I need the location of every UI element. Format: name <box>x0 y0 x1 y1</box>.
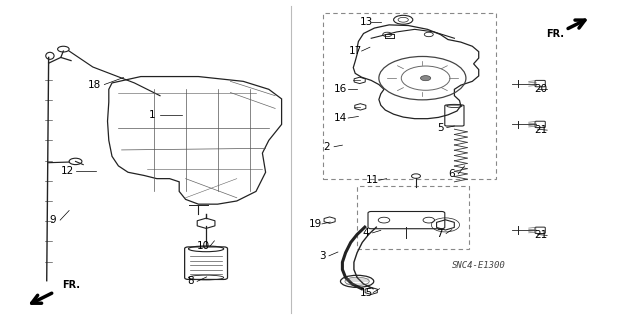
Text: 5: 5 <box>437 122 444 133</box>
Text: 2: 2 <box>323 142 330 152</box>
Text: 21: 21 <box>534 230 547 241</box>
Text: 13: 13 <box>360 17 372 27</box>
Text: 8: 8 <box>188 276 194 286</box>
Text: 4: 4 <box>363 228 369 238</box>
Text: 19: 19 <box>309 219 322 229</box>
Text: 12: 12 <box>61 166 74 176</box>
Text: 3: 3 <box>319 251 326 261</box>
Text: 20: 20 <box>534 84 547 94</box>
Text: 11: 11 <box>366 175 379 185</box>
Text: 14: 14 <box>334 113 347 123</box>
Circle shape <box>420 76 431 81</box>
Text: 18: 18 <box>88 79 101 90</box>
Text: SNC4-E1300: SNC4-E1300 <box>452 261 506 270</box>
Text: 6: 6 <box>449 169 455 179</box>
Text: 15: 15 <box>360 287 373 298</box>
Text: 16: 16 <box>334 84 347 94</box>
Bar <box>357 186 469 249</box>
Text: 10: 10 <box>197 241 210 251</box>
Text: FR.: FR. <box>546 29 564 39</box>
Text: 21: 21 <box>534 125 547 135</box>
Text: FR.: FR. <box>62 280 80 290</box>
Bar <box>323 13 496 179</box>
Text: 17: 17 <box>349 46 362 56</box>
Text: 1: 1 <box>149 110 156 120</box>
Text: 7: 7 <box>436 228 442 239</box>
Text: 9: 9 <box>49 215 56 225</box>
